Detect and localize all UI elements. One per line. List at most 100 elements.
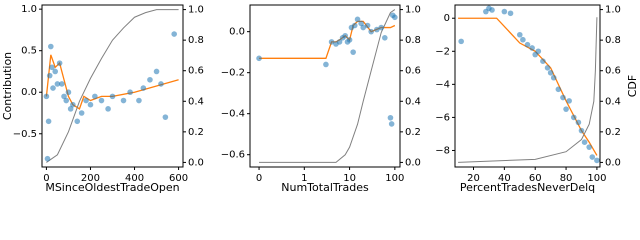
- y2-tick-label: 0.2: [605, 127, 621, 138]
- point: [74, 118, 81, 125]
- point: [120, 97, 127, 104]
- cdf-line: [458, 17, 598, 163]
- point: [44, 155, 51, 162]
- x-axis-label: PercentTradesNeverDelq: [460, 181, 595, 194]
- x-tick-label: 0: [43, 173, 49, 184]
- y-tick-label: −4: [435, 79, 450, 90]
- point: [544, 65, 551, 71]
- point: [70, 101, 76, 108]
- point: [342, 32, 348, 39]
- x-axis-label: NumTotalTrades: [281, 181, 369, 194]
- x-tick-label: 20: [467, 173, 480, 184]
- y2-tick-label: 0.6: [605, 66, 621, 77]
- point: [63, 97, 70, 104]
- point: [83, 97, 89, 104]
- point: [67, 106, 74, 112]
- point: [109, 93, 116, 100]
- x-tick-label: 10: [343, 173, 356, 184]
- point: [547, 69, 554, 76]
- point: [563, 106, 569, 112]
- point: [388, 121, 395, 127]
- x-axis-label: MSinceOldestTradeOpen: [45, 181, 179, 194]
- point: [256, 55, 262, 62]
- y2-tick-label: 0.8: [188, 35, 204, 46]
- point: [566, 98, 572, 104]
- y2-tick-label: 0.6: [188, 66, 204, 77]
- point: [136, 97, 142, 104]
- x-tick-label: 40: [498, 173, 511, 184]
- y2-tick-label: 0.2: [405, 127, 421, 138]
- point: [507, 10, 514, 17]
- point: [323, 61, 329, 68]
- y-tick-label: 0.5: [21, 46, 37, 57]
- y2-tick-label: 0.2: [188, 127, 204, 138]
- point: [594, 157, 600, 164]
- y-tick-label: 0.0: [21, 87, 37, 98]
- cdf-line: [259, 9, 396, 163]
- point: [458, 38, 464, 45]
- point: [127, 89, 133, 96]
- point: [49, 64, 55, 71]
- y2-tick-label: 1.0: [405, 5, 421, 16]
- point: [147, 76, 153, 83]
- y2-tick-label: 0.6: [405, 66, 421, 77]
- cdf-line: [46, 9, 179, 163]
- y-tick-label: 1.0: [21, 4, 37, 15]
- plot-frame: [454, 4, 601, 168]
- y2-tick-label: 1.0: [188, 5, 204, 16]
- contribution-line: [458, 17, 598, 156]
- point: [56, 60, 63, 66]
- point: [350, 49, 356, 55]
- point: [46, 72, 53, 79]
- point: [374, 26, 380, 33]
- contribution-line: [259, 20, 396, 59]
- y-tick-label: 0.0: [229, 27, 245, 38]
- y-tick-label: 0: [444, 13, 450, 24]
- y-tick-label: −6: [435, 112, 450, 123]
- y2-tick-label: 0.0: [405, 157, 421, 168]
- y2-tick-label: 0.8: [405, 35, 421, 46]
- point: [586, 144, 593, 150]
- point: [59, 81, 65, 87]
- point: [555, 86, 562, 93]
- y-axis-label: Contribution: [1, 52, 14, 120]
- point: [105, 106, 111, 112]
- point: [364, 22, 371, 29]
- y2-tick-label: 1.0: [605, 5, 621, 16]
- y-tick-label: −8: [435, 145, 450, 156]
- x-tick-label: 0: [256, 173, 262, 184]
- point: [581, 139, 588, 146]
- point: [351, 22, 358, 29]
- point: [529, 45, 535, 51]
- y-tick-label: −2: [435, 46, 450, 57]
- point: [570, 114, 577, 121]
- y-tick-label: −0.5: [13, 129, 37, 140]
- point: [171, 31, 177, 37]
- point: [336, 39, 343, 45]
- point: [346, 37, 353, 43]
- point: [92, 93, 98, 100]
- point: [65, 89, 72, 96]
- point: [78, 110, 85, 116]
- point: [524, 41, 531, 48]
- x-tick-label: 600: [169, 173, 188, 184]
- plot-frame: [249, 4, 401, 168]
- y2-tick-label: 0.4: [605, 96, 621, 107]
- point: [368, 28, 374, 35]
- point: [52, 68, 59, 75]
- point: [589, 154, 596, 160]
- point: [61, 93, 67, 100]
- y-tick-label: −0.2: [221, 68, 245, 79]
- point: [98, 97, 105, 104]
- y2-tick-label: 0.0: [605, 157, 621, 168]
- y2-axis-label: CDF: [626, 75, 639, 97]
- x-tick-label: 1: [301, 173, 307, 184]
- point: [489, 7, 495, 13]
- point: [560, 94, 566, 101]
- point: [387, 114, 394, 121]
- y2-tick-label: 0.8: [605, 35, 621, 46]
- point: [360, 24, 367, 31]
- point: [162, 114, 169, 120]
- point: [54, 81, 61, 87]
- y2-tick-label: 0.4: [405, 96, 421, 107]
